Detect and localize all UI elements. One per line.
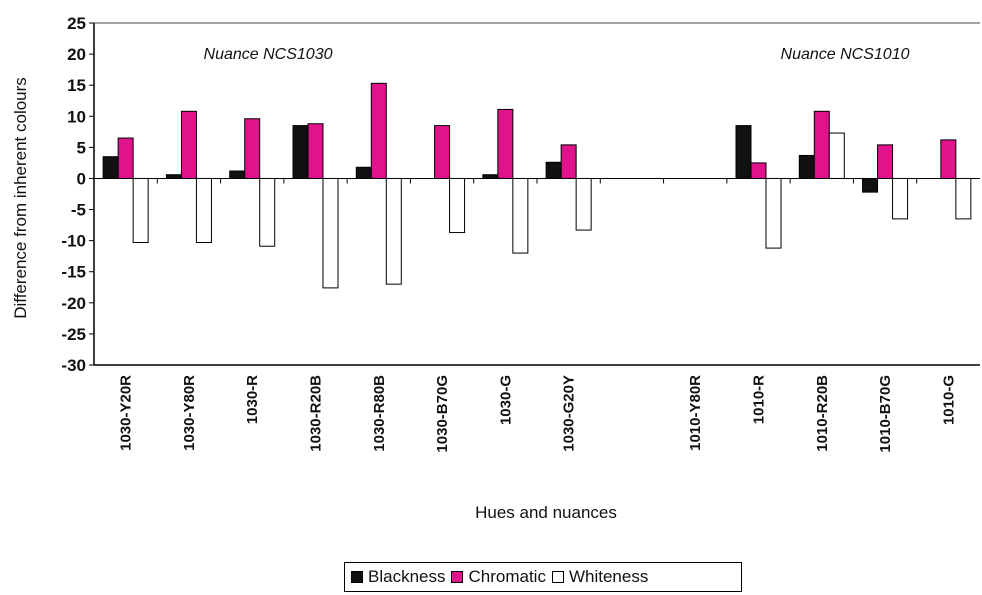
bar-whiteness — [132, 177, 149, 244]
annotation-ncs1030: Nuance NCS1030 — [204, 46, 333, 63]
y-tick-label: 25 — [67, 14, 86, 33]
bar-chromatic — [307, 123, 324, 179]
x-axis-title: Hues and nuances — [475, 503, 617, 522]
legend-swatch-whiteness — [551, 571, 564, 583]
bar-blackness — [102, 156, 119, 179]
y-tick-label: -30 — [61, 356, 86, 375]
legend-label-whiteness: Whiteness — [568, 567, 649, 586]
bar-chromatic — [813, 110, 830, 179]
y-axis-title: Difference from inherent colours — [11, 77, 30, 319]
x-tick-label: 1010-R — [751, 375, 768, 424]
bar-blackness — [165, 174, 182, 179]
bar-blackness — [735, 125, 752, 179]
legend: Blackness Chromatic Whiteness — [344, 562, 742, 592]
legend-swatch-chromatic — [451, 571, 464, 583]
x-tick-label: 1030-R — [244, 375, 261, 424]
bar-whiteness — [195, 177, 212, 244]
bar-chromatic — [434, 125, 451, 179]
y-tick-label: 20 — [67, 45, 86, 64]
bar-whiteness — [955, 177, 972, 220]
annotation-ncs1010: Nuance NCS1010 — [781, 46, 910, 63]
legend-label-chromatic: Chromatic — [468, 567, 546, 586]
bar-chromatic — [940, 139, 957, 179]
y-tick-label: 5 — [77, 138, 86, 157]
x-tick-label: 1030-G — [497, 375, 514, 425]
legend-item-whiteness: Whiteness — [551, 567, 649, 587]
y-tick-label: -25 — [61, 325, 86, 344]
y-tick-label: 10 — [67, 107, 86, 126]
bar-whiteness — [512, 177, 529, 254]
bar-chromatic — [560, 144, 577, 179]
y-tick-label: -15 — [61, 263, 86, 282]
bar-blackness — [862, 177, 879, 193]
bar-whiteness — [765, 177, 782, 249]
x-tick-label: 1010-R20B — [814, 375, 831, 452]
bar-whiteness — [449, 177, 466, 234]
legend-item-blackness: Blackness — [351, 567, 445, 587]
bar-chromatic — [117, 137, 134, 179]
y-tick-label: -20 — [61, 294, 86, 313]
x-tick-label: 1030-R20B — [308, 375, 325, 452]
bar-whiteness — [892, 177, 909, 220]
x-tick-label: 1030-G20Y — [561, 375, 578, 452]
x-tick-label: 1030-B70G — [434, 375, 451, 453]
x-tick-label: 1030-Y80R — [181, 375, 198, 451]
bar-blackness — [545, 161, 562, 179]
y-tick-label: 0 — [77, 169, 86, 188]
bar-chromatic — [244, 118, 261, 179]
bar-chromatic — [750, 162, 767, 179]
x-tick-label: 1010-Y80R — [687, 375, 704, 451]
bar-chromatic — [370, 82, 387, 179]
y-tick-label: -5 — [71, 201, 86, 220]
x-tick-label: 1030-Y20R — [118, 375, 135, 451]
bar-blackness — [229, 170, 246, 179]
bar-blackness — [355, 166, 372, 179]
bar-chromatic — [877, 144, 894, 179]
x-tick-label: 1030-R80B — [371, 375, 388, 452]
bar-chromatic — [180, 110, 197, 179]
bar-whiteness — [575, 177, 592, 231]
bar-whiteness — [385, 177, 402, 285]
legend-swatch-blackness — [351, 571, 363, 583]
bar-whiteness — [322, 177, 339, 289]
x-tick-label: 1010-G — [940, 375, 957, 425]
bar-blackness — [292, 125, 309, 179]
bar-chromatic — [497, 108, 514, 179]
bar-whiteness — [828, 132, 845, 179]
legend-label-blackness: Blackness — [368, 567, 446, 586]
x-tick-label: 1010-B70G — [877, 375, 894, 453]
bar-whiteness — [259, 177, 276, 247]
bar-blackness — [482, 174, 499, 179]
y-tick-label: -10 — [61, 232, 86, 251]
legend-item-chromatic: Chromatic — [451, 567, 546, 587]
plot-area: 25 20 15 10 5 0 -5 -10 -15 -20 -25 -30 1030-Y20R 1030… — [61, 14, 980, 453]
y-tick-label: 15 — [67, 76, 86, 95]
bar-blackness — [798, 154, 815, 179]
